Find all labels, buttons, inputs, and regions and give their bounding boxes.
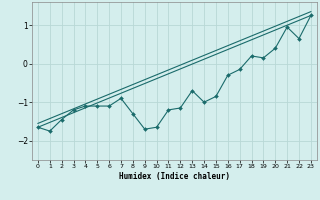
X-axis label: Humidex (Indice chaleur): Humidex (Indice chaleur) — [119, 172, 230, 181]
